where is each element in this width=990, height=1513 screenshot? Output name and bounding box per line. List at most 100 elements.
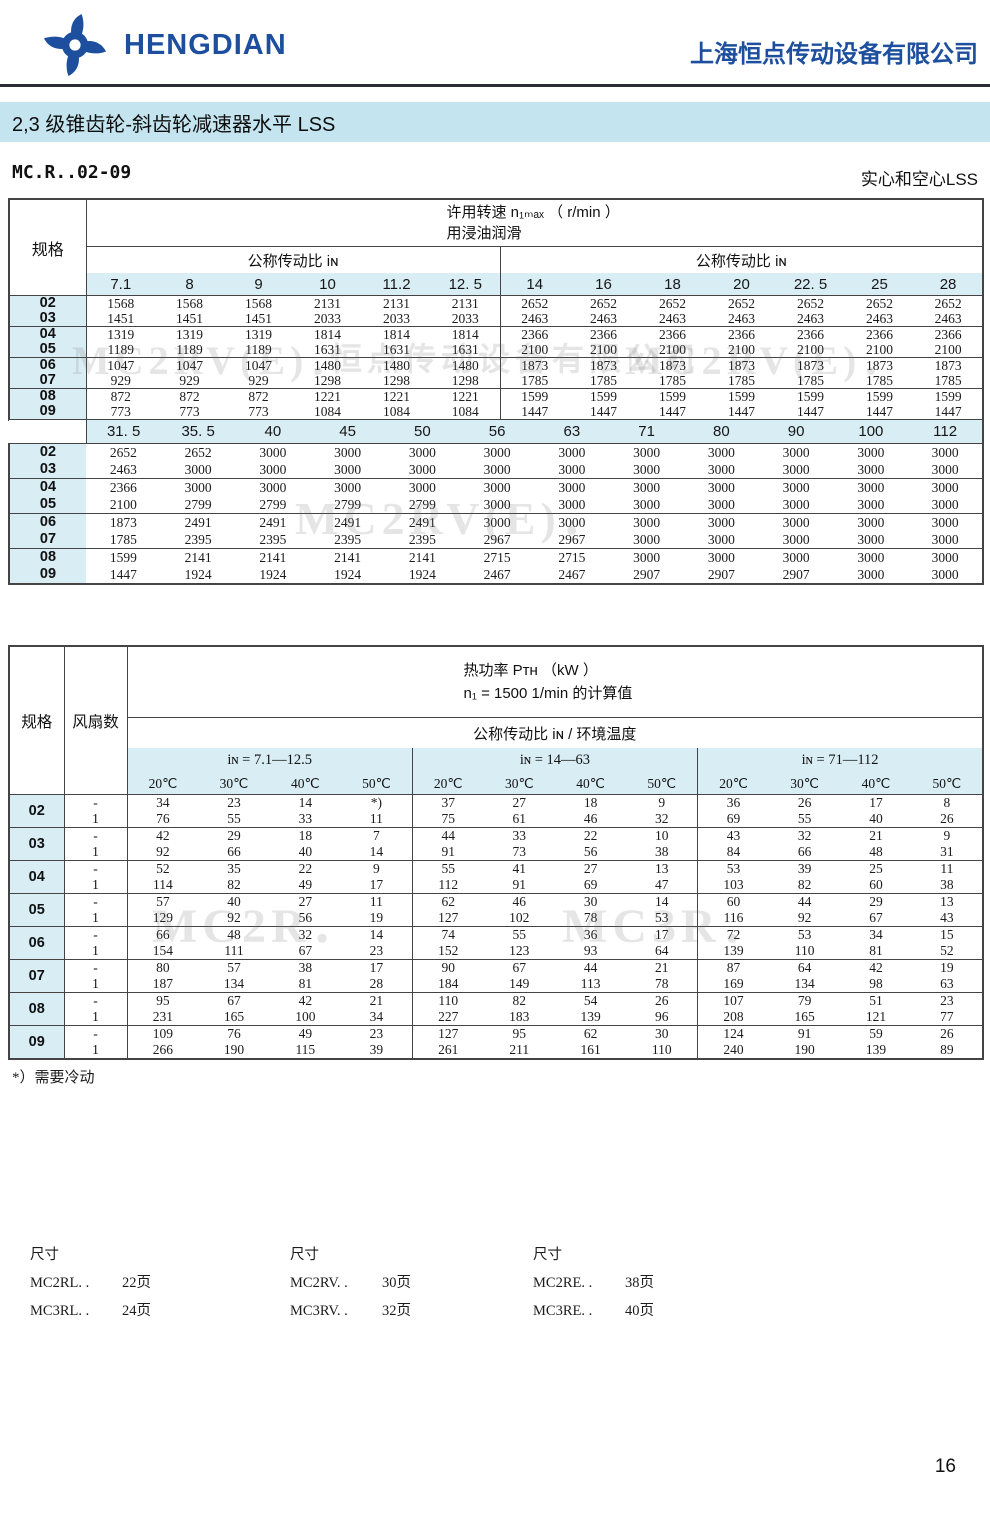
speed-value: 1221 [431, 388, 500, 404]
dims-title: 尺寸 [290, 1247, 319, 1263]
fan-count: - [64, 959, 128, 976]
spec-column-header: 规格 [9, 646, 65, 795]
thermal-power-value: 27 [483, 794, 555, 811]
thermal-power-value: 80 [127, 959, 199, 976]
thermal-power-value: 95 [483, 1025, 555, 1042]
speed-value: 2715 [459, 548, 535, 566]
speed-value: 1451 [245, 311, 272, 326]
thermal-power-value: 127 [411, 910, 484, 927]
thermal-power-value: 55 [227, 811, 241, 826]
header-divider [0, 84, 990, 87]
thermal-power-value: 190 [794, 1042, 815, 1057]
thermal-power-value: 51 [840, 992, 912, 1009]
speed-value: 2463 [934, 311, 962, 326]
speed-value: 3000 [609, 548, 684, 566]
thermal-power-value: 34 [840, 926, 912, 943]
speed-value: 929 [110, 373, 131, 388]
thermal-power-value: 17 [369, 877, 384, 892]
fan-count: - [64, 827, 128, 844]
speed-value: 1814 [293, 326, 362, 342]
ratio-tick: 11.2 [362, 273, 431, 296]
speed-value: 2463 [797, 311, 824, 326]
temperature-tick: 50℃ [911, 773, 984, 795]
thermal-power-value: 90 [411, 959, 484, 976]
speed-value: 2141 [310, 548, 385, 566]
thermal-power-value: 96 [654, 1009, 669, 1024]
speed-value: 3000 [235, 478, 311, 496]
ratio-group-label: iɴ = 14—63 [411, 748, 698, 773]
speed-value: 2141 [160, 548, 236, 566]
thermal-power-value: 60 [697, 893, 769, 910]
dims-title: 尺寸 [533, 1247, 562, 1263]
dims-title: 尺寸 [30, 1247, 59, 1263]
fan-count: - [64, 860, 128, 877]
speed-value: 1451 [107, 311, 135, 326]
thermal-power-value: 63 [940, 976, 954, 991]
speed-value: 2652 [86, 443, 161, 461]
thermal-title-line1: 热功率 Pᴛʜ （kW ） [463, 662, 598, 679]
dims-page-ref: 24页 [122, 1303, 151, 1319]
speed-value: 3000 [908, 513, 984, 531]
thermal-power-value: 55 [483, 926, 555, 943]
ratio-group-label: iɴ = 7.1—12.5 [127, 748, 413, 773]
spec-label: 02 [8, 443, 86, 461]
thermal-power-value: 52 [940, 943, 954, 958]
thermal-power-value: 13 [626, 860, 698, 877]
dimensions-block-1: 尺寸 MC2RL. . 22页 MC3RL. . 24页 [30, 1243, 151, 1320]
speed-value: 2366 [845, 326, 914, 342]
thermal-power-value: 77 [940, 1009, 954, 1024]
cooling-footnote: *）需要冷动 [12, 1070, 95, 1086]
thermal-power-value: 102 [509, 910, 530, 925]
speed-value: 1599 [638, 388, 707, 404]
thermal-power-value: 84 [697, 844, 769, 861]
speed-value: 3000 [259, 462, 287, 477]
speed-value: 2652 [499, 295, 569, 311]
corner-cell [9, 420, 86, 444]
thermal-power-value: 93 [583, 943, 598, 958]
speed-value: 3000 [782, 532, 810, 547]
thermal-power-value: 49 [298, 877, 313, 892]
thermal-power-value: 27 [554, 860, 627, 877]
fan-count: 1 [64, 1009, 128, 1026]
speed-value: 2652 [914, 295, 984, 311]
thermal-power-value: 32 [269, 926, 341, 943]
thermal-power-value: 165 [794, 1009, 815, 1024]
speed-value: 2467 [534, 566, 610, 585]
thermal-power-value: 112 [411, 877, 484, 894]
speed-value: 1189 [176, 342, 203, 357]
speed-value: 2366 [86, 478, 161, 496]
spec-label: 05 [9, 893, 65, 927]
thermal-power-value: 107 [697, 992, 769, 1009]
thermal-power-value: 11 [340, 893, 413, 910]
thermal-power-table: 规格 风扇数 热功率 Pᴛʜ （kW ） n₁ = 1500 1/min 的计算… [8, 645, 985, 1060]
spec-label: 04 [9, 860, 65, 894]
speed-value: 2100 [499, 342, 569, 358]
speed-value: 1568 [155, 295, 224, 311]
section-title: 2,3 级锥齿轮-斜齿轮减速器水平 LSS [12, 113, 336, 136]
thermal-power-value: 184 [411, 976, 484, 993]
fan-count: 1 [64, 844, 128, 861]
fan-count: - [64, 794, 128, 811]
thermal-power-value: 91 [411, 844, 484, 861]
temperature-tick: 40℃ [840, 773, 912, 795]
ratio-tick: 31. 5 [85, 420, 161, 444]
dims-entry: MC2RL. . 22页 [30, 1271, 151, 1292]
ratio-tick: 80 [684, 420, 759, 444]
ratio-tick: 16 [569, 273, 638, 296]
speed-value: 2395 [334, 532, 362, 547]
fan-count: - [64, 893, 128, 910]
speed-table-1: 规格 许用转速 n₁ₘₐₓ （ r/min ） 用浸油润滑 公称传动比 iɴ 公… [8, 198, 985, 421]
speed-value: 1189 [245, 342, 272, 357]
speed-value: 1631 [383, 342, 410, 357]
temperature-tick: 30℃ [198, 773, 270, 795]
speed-value: 2131 [431, 295, 500, 311]
speed-value: 3000 [334, 462, 362, 477]
thermal-power-value: 22 [554, 827, 627, 844]
thermal-power-value: 79 [768, 992, 841, 1009]
speed-value: 2652 [569, 295, 638, 311]
speed-value: 1480 [362, 357, 431, 373]
thermal-power-value: 64 [768, 959, 841, 976]
thermal-power-value: 91 [768, 1025, 841, 1042]
speed-value: 1047 [155, 357, 224, 373]
